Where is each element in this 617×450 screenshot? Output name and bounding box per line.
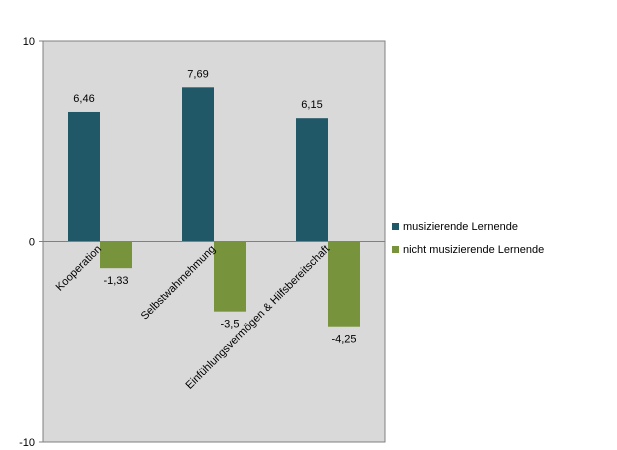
legend-label-1: nicht musizierende Lernende (403, 244, 544, 256)
bar-s0-c1 (182, 87, 214, 242)
bar-s0-c0 (68, 111, 100, 242)
data-label-s0-c1: 7,69 (187, 68, 208, 80)
legend-label-0: musizierende Lernende (403, 221, 518, 233)
y-tick-label-1: 0 (29, 237, 35, 249)
data-label-s1-c1: -3,5 (221, 319, 240, 331)
data-label-s1-c2: -4,25 (331, 334, 356, 346)
data-label-s1-c0: -1,33 (103, 275, 128, 287)
data-label-s0-c2: 6,15 (301, 99, 322, 111)
bar-s1-c0 (100, 241, 132, 269)
legend-swatch-0 (392, 223, 399, 230)
y-tick-label-0: 10 (23, 36, 35, 48)
bar-s1-c2 (328, 241, 360, 327)
bar-s0-c2 (296, 118, 328, 242)
legend-swatch-1 (392, 246, 399, 253)
data-label-s0-c0: 6,46 (73, 93, 94, 105)
y-tick-label-2: -10 (19, 437, 35, 449)
bar-s1-c1 (214, 241, 246, 312)
